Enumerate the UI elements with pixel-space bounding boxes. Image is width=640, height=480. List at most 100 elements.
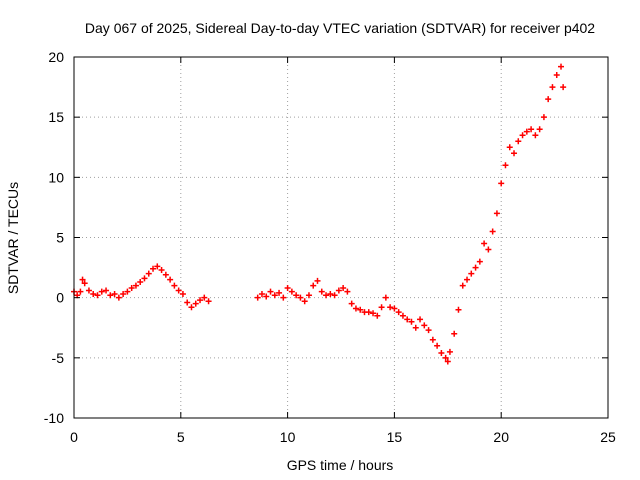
y-tick-label: 0 [56,290,64,306]
grid [74,57,608,418]
y-tick-label: 15 [48,109,64,125]
data-point [115,294,122,301]
data-point [201,294,208,301]
data-point [481,240,488,247]
data-point [254,294,261,301]
data-point [523,128,530,135]
data-point [485,246,492,253]
data-point [421,322,428,329]
x-tick-label: 20 [493,429,509,445]
data-point [141,275,148,282]
chart-title: Day 067 of 2025, Sidereal Day-to-day VTE… [85,20,595,36]
data-point [549,84,556,91]
data-point [192,300,199,307]
data-point [459,282,466,289]
data-point [103,287,110,294]
data-point [540,114,547,121]
data-point [382,294,389,301]
data-point [352,305,359,312]
data-point [464,276,471,283]
data-point [553,72,560,79]
data-point [472,264,479,271]
data-point [528,126,535,133]
data-point [280,294,287,301]
data-point [288,288,295,295]
data-point [94,292,101,299]
data-point [455,306,462,313]
data-point [558,63,565,70]
data-point [120,291,127,298]
data-point [81,280,88,287]
data-point [442,354,449,361]
data-point [124,288,131,295]
data-point [158,266,165,273]
data-point [444,358,451,365]
data-point [90,291,97,298]
data-point [506,144,513,151]
data-point [267,288,274,295]
data-point [171,282,178,289]
data-point [137,279,144,286]
data-point [519,132,526,139]
data-point [79,276,86,283]
data-point [489,228,496,235]
data-point [327,291,334,298]
data-point [188,304,195,311]
data-point [111,291,118,298]
data-point [412,324,419,331]
data-point [357,306,364,313]
data-point [425,327,432,334]
data-point [314,277,321,284]
data-point [175,287,182,294]
data-point [98,288,105,295]
y-tick-label: -10 [44,410,64,426]
data-point [276,289,283,296]
data-point [493,210,500,217]
data-point [438,350,445,357]
data-point [184,299,191,306]
data-point [365,309,372,316]
data-point [476,258,483,265]
y-tick-label: 20 [48,49,64,65]
data-point [399,312,406,319]
data-point [293,292,300,299]
y-tick-label: 5 [56,230,64,246]
data-point [344,288,351,295]
data-point [429,336,436,343]
data-point [305,292,312,299]
data-point [297,294,304,301]
data-point [145,270,152,277]
data-point [331,292,338,299]
data-point [515,138,522,145]
data-point [545,96,552,103]
data-point [179,291,186,298]
data-point [271,292,278,299]
data-point [370,310,377,317]
x-tick-label: 10 [280,429,296,445]
y-tick-label: -5 [52,350,65,366]
data-point [532,132,539,139]
data-point [107,292,114,299]
x-tick-label: 15 [387,429,403,445]
data-point [536,126,543,133]
data-point [395,309,402,316]
data-point [85,287,92,294]
data-point [258,291,265,298]
data-point [348,300,355,307]
data-point [378,304,385,311]
data-point [391,305,398,312]
data-point [310,282,317,289]
data-point [498,180,505,187]
data-point [340,285,347,292]
x-tick-label: 25 [600,429,616,445]
data-point [197,297,204,304]
y-axis-label: SDTVAR / TECUs [5,182,21,294]
data-series [71,63,567,365]
data-point [77,288,84,295]
data-point [404,316,411,323]
data-point [408,318,415,325]
data-point [167,276,174,283]
data-point [301,298,308,305]
data-point [263,293,270,300]
data-point [318,288,325,295]
